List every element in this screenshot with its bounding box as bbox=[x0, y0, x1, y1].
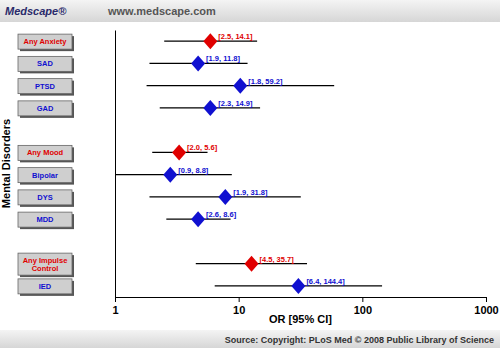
x-tick-mark bbox=[362, 297, 363, 302]
label-box bbox=[18, 79, 72, 94]
y-tick-label: MDD bbox=[36, 215, 54, 224]
estimate-marker bbox=[203, 33, 217, 49]
header-band bbox=[0, 0, 500, 22]
ci-label: [6.4, 144.4] bbox=[306, 277, 345, 286]
x-tick: 10 bbox=[233, 297, 245, 316]
y-tick-label: IED bbox=[39, 282, 52, 291]
y-tick: SAD bbox=[18, 56, 74, 73]
x-tick: 1000 bbox=[474, 297, 498, 316]
estimate-marker bbox=[191, 211, 205, 227]
chart: Medscape® www.medscape.com Source: Copyrig… bbox=[0, 0, 500, 348]
y-tick-label: PTSD bbox=[35, 82, 56, 91]
x-axis-title: OR [95% CI] bbox=[269, 313, 332, 325]
estimate-marker bbox=[291, 278, 305, 294]
x-tick-mark bbox=[486, 297, 487, 302]
x-tick: 1 bbox=[112, 297, 118, 316]
y-tick: Any Mood bbox=[18, 145, 74, 162]
y-tick: Any Anxiety bbox=[18, 34, 74, 51]
y-tick-label: Any ImpulseControl bbox=[23, 256, 68, 274]
estimate-marker bbox=[218, 189, 232, 205]
estimate-marker bbox=[191, 55, 205, 71]
y-tick-label: DYS bbox=[37, 193, 52, 202]
label-box bbox=[18, 253, 72, 275]
x-tick-label: 1 bbox=[112, 304, 118, 316]
estimate-marker bbox=[233, 78, 247, 94]
header-logo: Medscape® bbox=[5, 5, 67, 17]
label-box bbox=[18, 34, 72, 49]
y-tick-label: Bipolar bbox=[32, 171, 58, 180]
estimate-marker bbox=[163, 167, 177, 183]
x-tick-mark bbox=[115, 297, 116, 302]
x-tick-label: 100 bbox=[354, 304, 372, 316]
label-box bbox=[18, 101, 72, 116]
label-box bbox=[18, 212, 72, 227]
y-tick: MDD bbox=[18, 212, 74, 229]
footer-band bbox=[0, 330, 500, 348]
estimate-marker bbox=[172, 144, 186, 160]
ci-label: [1.9, 11.8] bbox=[206, 54, 240, 63]
ci-label: [1.9, 31.8] bbox=[233, 188, 268, 197]
label-box bbox=[18, 56, 72, 71]
x-tick-mark bbox=[239, 297, 240, 302]
label-box bbox=[18, 145, 72, 160]
label-box bbox=[18, 168, 72, 183]
estimate-marker bbox=[245, 256, 259, 272]
x-tick-label: 10 bbox=[233, 304, 245, 316]
ci-labels: [2.5, 14.1] [1.9, 11.8] [1.8, 59.2] [2.3, 1… bbox=[178, 32, 345, 286]
y-tick-label: GAD bbox=[37, 104, 54, 113]
label-box bbox=[18, 190, 72, 205]
y-tick: PTSD bbox=[18, 79, 74, 96]
header-url: www.medscape.com bbox=[107, 5, 216, 17]
x-tick: 100 bbox=[354, 297, 372, 316]
ci-label: [2.3, 14.9] bbox=[218, 99, 253, 108]
y-tick-label: SAD bbox=[37, 59, 53, 68]
x-axis-line bbox=[116, 298, 487, 303]
y-tick: DYS bbox=[18, 190, 74, 207]
ci-label: [2.0, 5.6] bbox=[187, 143, 218, 152]
y-axis-title: Mental Disorders bbox=[0, 119, 12, 208]
plot-area bbox=[115, 33, 382, 294]
ci-label: [2.6, 8.6] bbox=[206, 210, 237, 219]
y-tick: IED bbox=[18, 279, 74, 296]
y-tick: Any ImpulseControl bbox=[18, 253, 74, 277]
footer-source: Source: Copyright: PLoS Med © 2008 Publi… bbox=[225, 335, 494, 345]
ci-label: [2.5, 14.1] bbox=[218, 32, 253, 41]
y-tick-label: Any Anxiety bbox=[23, 37, 67, 46]
y-axis: Any Anxiety SAD PTSD GAD Any Mood Bipolar DYS M… bbox=[18, 31, 116, 298]
y-axis-line bbox=[115, 31, 116, 298]
estimate-marker bbox=[203, 100, 217, 116]
ci-label: [1.8, 59.2] bbox=[248, 77, 283, 86]
ci-label: [4.5, 35.7] bbox=[260, 255, 295, 264]
x-tick-label: 1000 bbox=[474, 304, 498, 316]
ci-label: [0.9, 8.8] bbox=[178, 166, 209, 175]
label-box bbox=[18, 279, 72, 294]
y-tick-label: Any Mood bbox=[27, 148, 64, 157]
y-tick: GAD bbox=[18, 101, 74, 118]
y-tick: Bipolar bbox=[18, 168, 74, 185]
